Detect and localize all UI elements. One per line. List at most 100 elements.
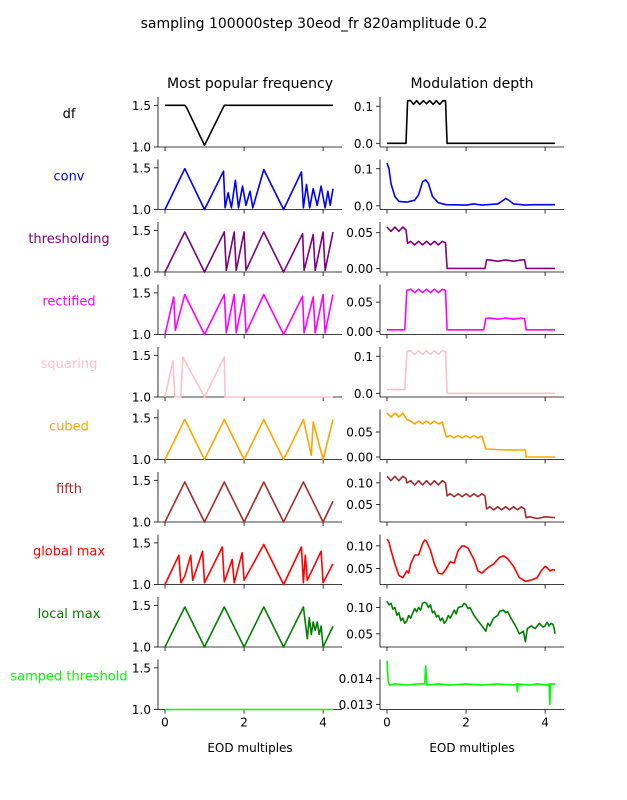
y-tick-label: 1.5 — [132, 661, 151, 675]
y-tick-label: 0.0 — [354, 199, 373, 213]
depth-panel-3: 0.00 0.05 — [346, 284, 564, 339]
y-tick-label: 0.10 — [346, 476, 373, 490]
series-line-freq — [164, 231, 334, 273]
column-title-depth: Modulation depth — [411, 76, 534, 92]
y-tick-label: 1.5 — [132, 99, 151, 113]
depth-panel-7: 0.05 0.10 — [346, 534, 564, 589]
y-tick-label: 0.00 — [346, 262, 373, 276]
row-label: squaring — [41, 357, 98, 372]
y-tick-label: 0.10 — [346, 539, 373, 553]
freq-panel-5: 1.0 1.5 — [132, 409, 342, 467]
y-tick-label: 0.00 — [346, 451, 373, 465]
series-line-freq — [165, 104, 333, 147]
y-tick-label: 0.013 — [339, 698, 373, 712]
x-tick-label: 2 — [240, 716, 248, 730]
x-axis-label-frequency: EOD multiples — [207, 741, 292, 755]
row-label: global max — [33, 545, 105, 560]
x-tick-label: 4 — [541, 716, 549, 730]
freq-panel-2: 1.0 1.5 — [132, 222, 342, 280]
series-line-freq — [164, 543, 334, 586]
y-tick-label: 0.05 — [346, 296, 373, 310]
depth-panel-1: 0.0 0.1 — [354, 159, 564, 214]
series-line-freq — [164, 606, 334, 648]
series-line-depth — [386, 162, 555, 206]
freq-panel-7: 1.0 1.5 — [132, 534, 342, 592]
y-tick-label: 1.0 — [132, 516, 151, 530]
y-tick-label: 0.05 — [346, 627, 373, 641]
y-tick-label: 0.00 — [346, 325, 373, 339]
y-tick-label: 1.5 — [132, 474, 151, 488]
y-tick-label: 1.0 — [132, 453, 151, 467]
freq-panel-8: 1.0 1.5 — [132, 597, 342, 655]
y-tick-label: 0.014 — [339, 672, 373, 686]
x-tick-label: 2 — [462, 716, 470, 730]
series-line-depth — [387, 99, 555, 145]
y-tick-label: 1.0 — [132, 328, 151, 342]
x-tick-label: 0 — [383, 716, 391, 730]
series-line-depth — [386, 475, 556, 520]
column-title-frequency: Most popular frequency — [167, 76, 333, 92]
row-label: df — [63, 107, 76, 122]
y-tick-label: 1.0 — [132, 266, 151, 280]
y-tick-label: 1.0 — [132, 141, 151, 155]
figure-title: sampling 100000step 30eod_fr 820amplitud… — [141, 16, 488, 32]
depth-panel-8: 0.05 0.10 — [346, 597, 564, 651]
freq-panel-0: 1.0 1.5 — [132, 97, 342, 155]
x-tick-label: 0 — [161, 716, 169, 730]
series-line-freq — [164, 481, 334, 523]
freq-panel-6: 1.0 1.5 — [132, 472, 342, 530]
depth-panel-2: 0.00 0.05 — [346, 222, 564, 276]
y-tick-label: 1.0 — [132, 703, 151, 717]
freq-panel-1: 1.0 1.5 — [132, 159, 342, 217]
y-tick-label: 1.0 — [132, 578, 151, 592]
panels-grid: df 1.0 1.5 0.0 0.1 conv 1.0 1.5 0.0 0.1 thresholdi… — [10, 97, 564, 730]
depth-panel-9: 0.013 0.014 0 2 4 — [339, 659, 564, 730]
freq-panel-3: 1.0 1.5 — [132, 284, 342, 342]
y-tick-label: 1.5 — [132, 411, 151, 425]
y-tick-label: 1.5 — [132, 536, 151, 550]
y-tick-label: 1.0 — [132, 391, 151, 405]
row-label: rectified — [42, 295, 95, 310]
freq-panel-9: 1.0 1.5 0 2 4 — [132, 659, 342, 730]
row-label: local max — [38, 607, 101, 622]
series-line-depth — [387, 288, 555, 331]
y-tick-label: 0.1 — [354, 350, 373, 364]
y-tick-label: 1.0 — [132, 203, 151, 217]
y-tick-label: 1.5 — [132, 224, 151, 238]
row-label: cubed — [49, 420, 89, 435]
series-line-depth — [386, 412, 555, 458]
series-line-depth — [387, 349, 555, 395]
series-line-depth — [386, 660, 555, 706]
y-tick-label: 1.5 — [132, 161, 151, 175]
depth-panel-6: 0.05 0.10 — [346, 472, 564, 526]
y-tick-label: 0.10 — [346, 601, 373, 615]
series-line-freq — [164, 293, 334, 336]
depth-panel-4: 0.0 0.1 — [354, 347, 564, 401]
series-line-freq — [164, 418, 334, 461]
depth-panel-5: 0.00 0.05 — [346, 409, 564, 465]
depth-panel-0: 0.0 0.1 — [354, 97, 564, 151]
series-line-freq — [164, 356, 333, 398]
x-tick-label: 4 — [319, 716, 327, 730]
y-tick-label: 0.05 — [346, 562, 373, 576]
series-line-freq — [164, 167, 334, 211]
row-label: fifth — [56, 482, 82, 497]
y-tick-label: 0.1 — [354, 100, 373, 114]
row-label: conv — [53, 170, 84, 185]
y-tick-label: 0.05 — [346, 426, 373, 440]
y-tick-label: 0.05 — [346, 226, 373, 240]
series-line-depth — [386, 538, 556, 583]
y-tick-label: 1.0 — [132, 641, 151, 655]
series-line-depth — [386, 600, 556, 643]
x-axis-label-depth: EOD multiples — [429, 741, 514, 755]
y-tick-label: 0.0 — [354, 387, 373, 401]
y-tick-label: 1.5 — [132, 286, 151, 300]
row-label: samped threshold — [10, 670, 127, 685]
y-tick-label: 0.0 — [354, 137, 373, 151]
y-tick-label: 0.1 — [354, 162, 373, 176]
freq-panel-4: 1.0 1.5 — [132, 347, 342, 405]
series-line-depth — [386, 226, 555, 270]
row-label: thresholding — [28, 232, 109, 247]
y-tick-label: 1.5 — [132, 599, 151, 613]
